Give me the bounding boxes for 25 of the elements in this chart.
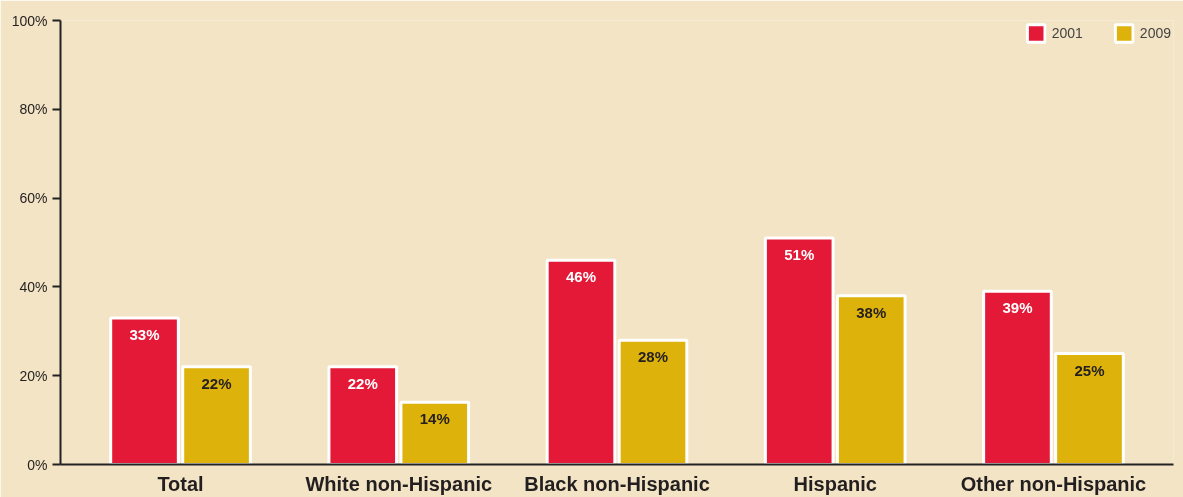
x-tick-label: Total: [157, 472, 204, 495]
data-label: 38%: [856, 303, 887, 321]
y-tick-label: 0%: [27, 456, 48, 473]
data-label: 22%: [347, 374, 378, 392]
data-label: 33%: [129, 325, 160, 343]
x-tick-label: Other non-Hispanic: [960, 472, 1147, 495]
bar: [545, 258, 617, 465]
data-label: 46%: [565, 268, 597, 286]
data-label: 14%: [419, 410, 450, 428]
data-label: 25%: [1074, 361, 1105, 379]
x-tick-label: Black non-Hispanic: [524, 472, 710, 495]
y-tick-label: 60%: [19, 190, 48, 207]
data-label: 22%: [201, 374, 232, 392]
y-tick-label: 80%: [19, 101, 48, 118]
data-label: 28%: [638, 348, 669, 366]
y-tick-label: 20%: [19, 367, 48, 384]
legend-label: 2009: [1139, 25, 1171, 41]
x-tick-label: Hispanic: [793, 472, 877, 495]
x-tick-label: White non-Hispanic: [305, 472, 493, 495]
bar: [617, 338, 689, 465]
legend-label: 2001: [1051, 25, 1083, 41]
data-label: 51%: [784, 246, 815, 264]
y-tick-label: 40%: [19, 278, 48, 295]
y-tick-label: 100%: [11, 12, 48, 29]
data-label: 39%: [1002, 299, 1033, 317]
